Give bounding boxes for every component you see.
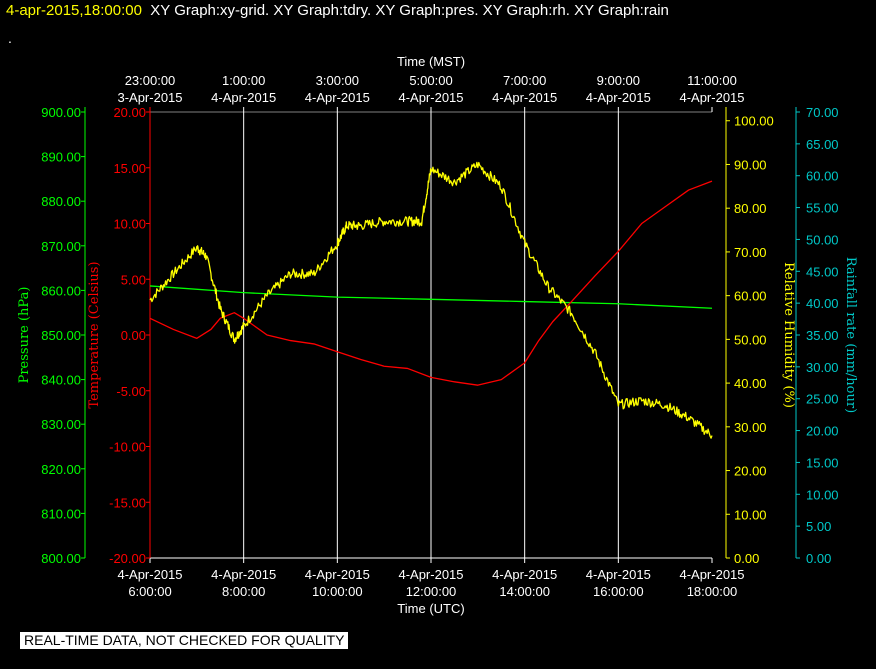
temperature-tick-label: 20.00 (113, 105, 146, 120)
humidity-tick-label: 70.00 (734, 245, 767, 260)
header-dot: . (8, 30, 12, 46)
rain-tick-label: 30.00 (806, 360, 839, 375)
x-bottom-tick-date: 4-Apr-2015 (211, 567, 276, 582)
x-bottom-tick-date: 4-Apr-2015 (492, 567, 557, 582)
rain-tick-label: 70.00 (806, 105, 839, 120)
rain-tick-label: 0.00 (806, 551, 831, 566)
humidity-tick-label: 100.00 (734, 114, 774, 129)
pressure-tick-label: 820.00 (41, 462, 81, 477)
humidity-series-line (149, 161, 713, 439)
x-top-tick-date: 4-Apr-2015 (305, 90, 370, 105)
temperature-tick-label: -10.00 (109, 440, 146, 455)
rain-tick-label: 40.00 (806, 296, 839, 311)
timestamp: 4-apr-2015,18:00:00 (6, 2, 142, 19)
pressure-tick-label: 850.00 (41, 328, 81, 343)
graph-list: XY Graph:xy-grid. XY Graph:tdry. XY Grap… (150, 2, 669, 19)
pressure-tick-label: 840.00 (41, 373, 81, 388)
temperature-series-line (149, 180, 713, 386)
rain-tick-label: 20.00 (806, 424, 839, 439)
x-bottom-tick-date: 4-Apr-2015 (586, 567, 651, 582)
x-bottom-tick-time: 6:00:00 (128, 584, 171, 599)
humidity-tick-label: 90.00 (734, 157, 767, 172)
x-top-tick-time: 1:00:00 (222, 73, 265, 88)
temperature-tick-label: 0.00 (121, 328, 146, 343)
x-bottom-tick-time: 10:00:00 (312, 584, 363, 599)
temperature-axis-title: Temperature (Celsius) (87, 261, 102, 408)
humidity-tick-label: 80.00 (734, 201, 767, 216)
pressure-tick-label: 830.00 (41, 417, 81, 432)
pressure-axis-title: Pressure (hPa) (17, 287, 32, 384)
x-top-tick-date: 4-Apr-2015 (492, 90, 557, 105)
x-bottom-tick-date: 4-Apr-2015 (398, 567, 463, 582)
temperature-tick-label: -15.00 (109, 495, 146, 510)
humidity-tick-label: 30.00 (734, 420, 767, 435)
rain-axis-title: Rainfall rate (mm/hour) (843, 257, 858, 413)
pressure-tick-label: 890.00 (41, 150, 81, 165)
pressure-tick-label: 900.00 (41, 105, 81, 120)
pressure-tick-label: 880.00 (41, 194, 81, 209)
rain-tick-label: 55.00 (806, 201, 839, 216)
x-bottom-tick-time: 14:00:00 (499, 584, 550, 599)
x-bottom-tick-time: 16:00:00 (593, 584, 644, 599)
rain-tick-label: 35.00 (806, 328, 839, 343)
temperature-tick-label: -20.00 (109, 551, 146, 566)
pressure-tick-label: 800.00 (41, 551, 81, 566)
rain-tick-label: 10.00 (806, 487, 839, 502)
x-top-tick-date: 4-Apr-2015 (398, 90, 463, 105)
humidity-tick-label: 10.00 (734, 507, 767, 522)
humidity-tick-label: 20.00 (734, 464, 767, 479)
rain-tick-label: 45.00 (806, 264, 839, 279)
x-top-axis-title: Time (MST) (397, 54, 465, 69)
quality-disclaimer: REAL-TIME DATA, NOT CHECKED FOR QUALITY (20, 632, 349, 649)
x-top-tick-time: 5:00:00 (409, 73, 452, 88)
x-top-tick-date: 4-Apr-2015 (586, 90, 651, 105)
x-bottom-tick-time: 8:00:00 (222, 584, 265, 599)
x-top-tick-time: 11:00:00 (687, 73, 737, 88)
humidity-tick-label: 50.00 (734, 332, 767, 347)
rain-tick-label: 65.00 (806, 137, 839, 152)
temperature-tick-label: -5.00 (116, 384, 146, 399)
x-bottom-tick-date: 4-Apr-2015 (117, 567, 182, 582)
rain-tick-label: 60.00 (806, 169, 839, 184)
rain-tick-label: 15.00 (806, 455, 839, 470)
x-top-tick-time: 3:00:00 (316, 73, 359, 88)
humidity-tick-label: 60.00 (734, 289, 767, 304)
x-top-tick-date: 3-Apr-2015 (117, 90, 182, 105)
pressure-tick-label: 870.00 (41, 239, 81, 254)
pressure-series-line (149, 285, 713, 309)
x-bottom-tick-time: 12:00:00 (406, 584, 457, 599)
x-top-tick-time: 7:00:00 (503, 73, 546, 88)
temperature-tick-label: 10.00 (113, 217, 146, 232)
x-top-tick-date: 4-Apr-2015 (679, 90, 744, 105)
x-top-tick-time: 9:00:00 (597, 73, 640, 88)
x-bottom-axis-title: Time (UTC) (397, 601, 464, 616)
x-bottom-tick-date: 4-Apr-2015 (679, 567, 744, 582)
x-bottom-tick-date: 4-Apr-2015 (305, 567, 370, 582)
humidity-axis-title: Relative Humidity (%) (781, 262, 796, 408)
x-top-tick-date: 4-Apr-2015 (211, 90, 276, 105)
x-top-tick-time: 23:00:00 (125, 73, 176, 88)
x-bottom-tick-time: 18:00:00 (687, 584, 738, 599)
rain-tick-label: 50.00 (806, 232, 839, 247)
pressure-tick-label: 810.00 (41, 506, 81, 521)
graph-header: 4-apr-2015,18:00:00 XY Graph:xy-grid. XY… (6, 2, 669, 19)
pressure-tick-label: 860.00 (41, 283, 81, 298)
humidity-tick-label: 0.00 (734, 551, 759, 566)
rain-tick-label: 25.00 (806, 392, 839, 407)
humidity-tick-label: 40.00 (734, 376, 767, 391)
temperature-tick-label: 15.00 (113, 161, 146, 176)
temperature-tick-label: 5.00 (121, 272, 146, 287)
rain-tick-label: 5.00 (806, 519, 831, 534)
